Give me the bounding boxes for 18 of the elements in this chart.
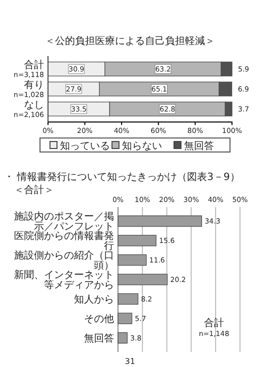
y-tick-label: 知人から bbox=[74, 293, 114, 306]
legend-label: 知っている bbox=[60, 140, 110, 152]
legend-label: 無回答 bbox=[184, 140, 214, 152]
bar bbox=[118, 293, 138, 305]
y-tick-label: 新聞、インターネット等メディアから bbox=[14, 269, 114, 291]
bar bbox=[118, 274, 168, 286]
y-tick-label: 無回答 bbox=[84, 332, 114, 344]
bar bbox=[118, 332, 128, 344]
bar bbox=[118, 312, 132, 324]
bar bbox=[118, 234, 156, 246]
chart-title: ・ 情報書発行について知ったきっかけ（図表3－9） bbox=[4, 171, 240, 183]
bar bbox=[118, 254, 147, 266]
y-tick-label: その他 bbox=[84, 312, 114, 325]
chart-title: ＜公的負担医療による自己負担軽減＞ bbox=[45, 35, 215, 47]
bar bbox=[118, 215, 202, 227]
legend-label: 知らない bbox=[122, 140, 162, 152]
text: 31 bbox=[124, 357, 136, 366]
text: ＜合計＞ bbox=[14, 184, 54, 196]
